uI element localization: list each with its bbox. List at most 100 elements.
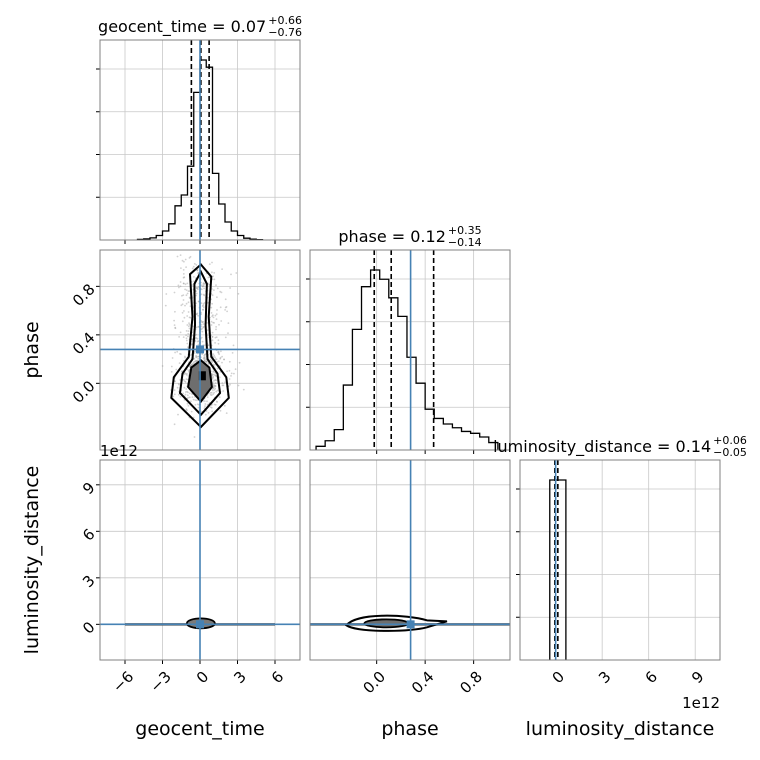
scatter-point xyxy=(176,255,179,258)
scatter-point xyxy=(213,388,216,391)
scatter-point xyxy=(186,390,188,393)
scatter-point xyxy=(173,389,176,391)
scatter-point xyxy=(210,360,213,363)
scatter-point xyxy=(187,404,190,407)
scatter-point xyxy=(224,381,226,384)
scatter-point xyxy=(229,287,232,289)
x-axis-label-geocent_time: geocent_time xyxy=(135,718,264,740)
scatter-point xyxy=(217,360,220,362)
scatter-point xyxy=(201,321,203,323)
scatter-point xyxy=(185,388,188,390)
scatter-point xyxy=(210,320,213,323)
scatter-point xyxy=(184,372,187,375)
scatter-point xyxy=(212,384,215,387)
contour-peak xyxy=(198,371,206,381)
scatter-point xyxy=(201,305,204,307)
scatter-point xyxy=(210,324,213,326)
scatter-point xyxy=(202,283,205,286)
scatter-point xyxy=(187,311,190,313)
scatter-point xyxy=(182,336,185,338)
scatter-point xyxy=(202,309,204,311)
scatter-point xyxy=(186,372,188,375)
scatter-point xyxy=(177,383,180,385)
title-lower: −0.05 xyxy=(713,446,747,459)
scatter-point xyxy=(231,352,234,354)
scatter-point xyxy=(183,260,185,263)
scatter-point xyxy=(214,382,217,384)
scatter-point xyxy=(213,363,215,366)
scatter-point xyxy=(196,360,198,362)
scatter-point xyxy=(219,357,222,360)
panel-background xyxy=(520,460,720,660)
scatter-point xyxy=(224,298,227,301)
scatter-point xyxy=(206,400,208,403)
scatter-point xyxy=(197,272,199,274)
scatter-point xyxy=(197,300,200,303)
scatter-point xyxy=(224,336,227,339)
panel-frame xyxy=(309,249,511,451)
panel-frame xyxy=(99,39,301,241)
scatter-point xyxy=(195,354,197,357)
scatter-point xyxy=(218,376,221,379)
scatter-point xyxy=(212,314,214,317)
scatter-point xyxy=(229,383,231,386)
scatter-point xyxy=(195,333,197,336)
scatter-point xyxy=(188,322,190,324)
scatter-point xyxy=(193,276,195,278)
scatter-point xyxy=(203,359,206,362)
scatter-point xyxy=(197,343,200,346)
scatter-point xyxy=(217,351,219,354)
scatter-point xyxy=(202,285,204,288)
scatter-point xyxy=(174,351,176,354)
title-main: geocent_time = 0.07 xyxy=(98,17,266,37)
scatter-point xyxy=(211,388,214,390)
scatter-point xyxy=(196,287,198,290)
scatter-point xyxy=(221,355,223,358)
scatter-point xyxy=(197,288,199,291)
scatter-point xyxy=(189,255,192,258)
scatter-point xyxy=(217,342,220,345)
scatter-point xyxy=(222,384,225,387)
scatter-point xyxy=(191,338,193,341)
scatter-point xyxy=(186,292,189,295)
scatter-point xyxy=(188,257,191,259)
scatter-point xyxy=(190,344,193,346)
scatter-point xyxy=(223,358,225,361)
scatter-point xyxy=(215,400,218,403)
y-axis-label-luminosity_distance: luminosity_distance xyxy=(21,466,43,655)
scatter-point xyxy=(185,266,187,268)
scatter-point xyxy=(204,353,207,356)
scatter-point xyxy=(203,282,205,284)
scatter-point xyxy=(237,292,240,295)
scatter-point xyxy=(232,344,235,347)
scatter-point xyxy=(204,360,206,363)
scatter-point xyxy=(189,316,192,319)
scatter-point xyxy=(173,423,176,426)
scatter-point xyxy=(184,283,187,286)
scatter-point xyxy=(205,360,208,363)
scatter-point xyxy=(216,401,218,403)
scatter-point xyxy=(184,288,186,291)
scatter-point xyxy=(164,304,167,307)
scatter-point xyxy=(221,384,224,387)
scatter-point xyxy=(177,413,179,416)
scatter-point xyxy=(211,336,214,338)
scatter-point xyxy=(182,392,184,395)
scatter-point xyxy=(212,386,215,389)
scatter-point xyxy=(195,292,198,295)
scatter-point xyxy=(203,302,206,304)
scatter-point xyxy=(187,335,189,338)
scatter-point xyxy=(185,334,187,337)
panel-luminosity_distance-luminosity_distance xyxy=(516,459,721,661)
scatter-point xyxy=(234,368,237,371)
scatter-point xyxy=(215,284,217,286)
scatter-point xyxy=(194,399,197,401)
panel-frame xyxy=(309,459,511,661)
scatter-point xyxy=(210,372,213,375)
scatter-point xyxy=(212,370,215,372)
scatter-point xyxy=(191,343,193,346)
scatter-point xyxy=(221,268,223,270)
scatter-point xyxy=(211,336,214,338)
scatter-point xyxy=(179,331,182,334)
scatter-point xyxy=(238,361,241,364)
